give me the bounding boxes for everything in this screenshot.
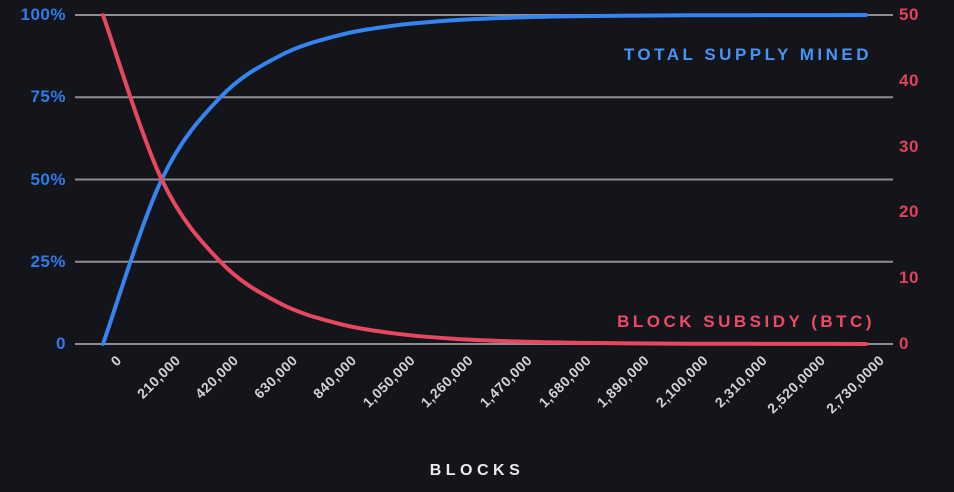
left-axis-tick-100%: 100% — [20, 5, 66, 24]
right-axis-tick-0: 0 — [899, 334, 909, 353]
block-subsidy-btc-line — [101, 13, 868, 346]
legend-block-subsidy: BLOCK SUBSIDY (BTC) — [617, 312, 875, 331]
left-axis-tick-75%: 75% — [30, 87, 66, 107]
right-axis-tick-50: 50 — [899, 5, 919, 24]
total-supply-mined-line — [101, 13, 868, 346]
left-axis-tick-25%: 25% — [30, 251, 66, 271]
right-axis-tick-20: 20 — [899, 202, 919, 222]
left-axis-tick-0: 0 — [56, 334, 66, 353]
right-axis-tick-10: 10 — [899, 268, 919, 288]
right-axis-tick-40: 40 — [899, 70, 919, 90]
legend-total-supply-mined: TOTAL SUPPLY MINED — [623, 45, 872, 64]
left-axis-tick-50%: 50% — [30, 169, 66, 189]
right-axis-tick-30: 30 — [899, 136, 919, 156]
x-axis-title: BLOCKS — [429, 462, 525, 479]
